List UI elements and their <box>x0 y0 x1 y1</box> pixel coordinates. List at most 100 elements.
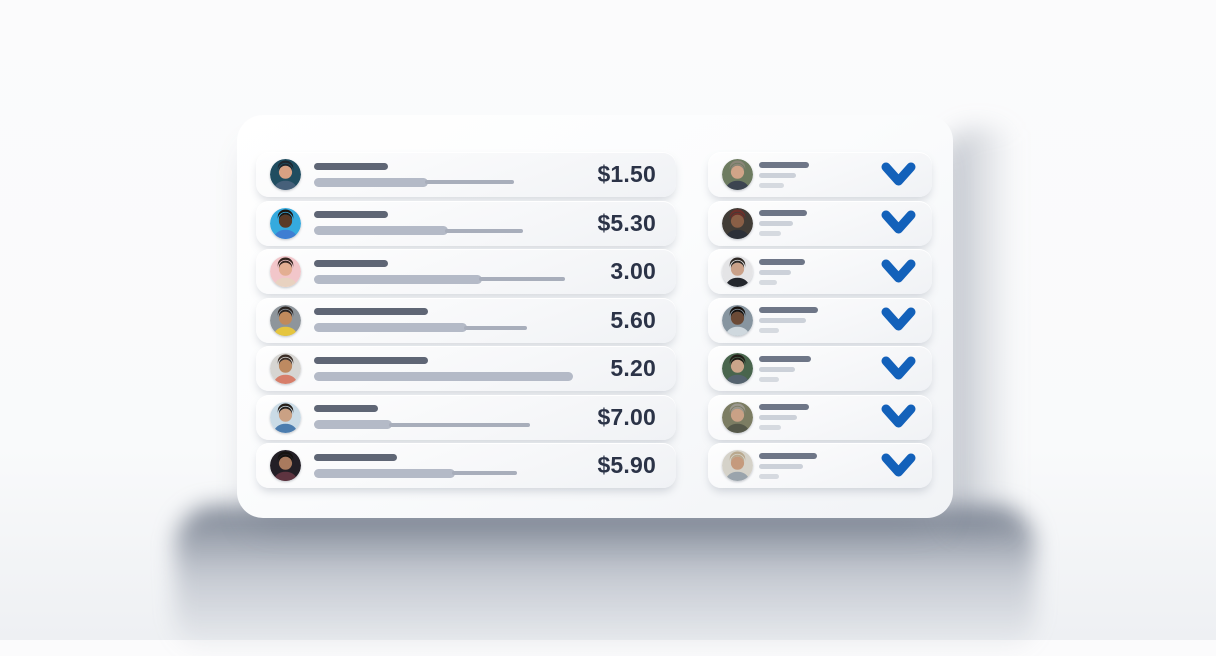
placeholder-text-lines <box>759 404 809 430</box>
placeholder-line-tertiary <box>759 425 781 430</box>
approved-list <box>708 152 932 488</box>
placeholder-text-lines <box>314 162 514 187</box>
avatar <box>722 401 753 433</box>
price-value: 5.60 <box>610 306 656 333</box>
price-value: $1.50 <box>597 161 656 187</box>
chevron-down-icon[interactable] <box>880 161 917 189</box>
placeholder-line-primary <box>314 453 397 461</box>
placeholder-line-primary <box>759 258 805 265</box>
placeholder-line-secondary <box>759 172 796 178</box>
price-list: $1.50 $5.30 3.00 <box>256 152 676 488</box>
placeholder-line-tail <box>464 325 527 330</box>
placeholder-line-primary <box>314 259 388 267</box>
avatar <box>722 353 753 384</box>
avatar <box>270 353 301 384</box>
avatar <box>270 256 301 287</box>
placeholder-line-tertiary <box>759 473 779 479</box>
placeholder-text-lines <box>314 259 565 284</box>
avatar <box>270 159 301 190</box>
placeholder-line-primary <box>314 162 388 170</box>
price-list-item[interactable]: $5.90 <box>256 443 676 488</box>
price-value: $5.30 <box>597 209 656 236</box>
placeholder-line-tail <box>425 180 514 184</box>
placeholder-line-secondary <box>759 415 797 420</box>
placeholder-text-lines <box>759 210 807 236</box>
avatar <box>270 450 301 481</box>
panel-side-shadow <box>946 128 1026 533</box>
price-value: 3.00 <box>610 258 656 284</box>
placeholder-text-lines <box>759 307 818 333</box>
price-value: 5.20 <box>610 355 656 381</box>
placeholder-text-lines <box>314 211 523 235</box>
placeholder-text-lines <box>759 452 817 479</box>
avatar <box>270 401 301 433</box>
chevron-down-icon[interactable] <box>880 258 917 286</box>
avatar <box>722 304 753 336</box>
price-list-item[interactable]: 3.00 <box>256 249 676 294</box>
placeholder-line-tail <box>389 422 530 427</box>
placeholder-line-primary <box>314 211 388 218</box>
placeholder-line-secondary <box>314 226 448 235</box>
placeholder-line-primary <box>759 452 817 459</box>
approved-list-item[interactable] <box>708 443 932 488</box>
price-list-item[interactable]: $1.50 <box>256 152 676 197</box>
approved-list-item[interactable] <box>708 346 932 391</box>
placeholder-line-tertiary <box>759 376 779 382</box>
approved-list-item[interactable] <box>708 200 932 246</box>
price-list-item[interactable]: $7.00 <box>256 394 676 440</box>
placeholder-line-secondary <box>314 420 392 429</box>
chevron-down-icon[interactable] <box>880 403 917 431</box>
placeholder-text-lines <box>759 161 809 188</box>
placeholder-line-primary <box>759 404 809 410</box>
placeholder-line-primary <box>314 308 428 315</box>
placeholder-text-lines <box>314 405 530 429</box>
placeholder-line-primary <box>759 355 811 362</box>
price-list-item[interactable]: 5.20 <box>256 346 676 391</box>
chevron-down-icon[interactable] <box>880 209 917 237</box>
chevron-down-icon[interactable] <box>880 452 917 480</box>
placeholder-text-lines <box>314 356 573 381</box>
placeholder-line-secondary <box>314 274 482 284</box>
approved-list-item[interactable] <box>708 249 932 294</box>
price-list-item[interactable]: 5.60 <box>256 297 676 343</box>
avatar <box>270 207 301 239</box>
placeholder-line-secondary <box>759 269 791 275</box>
placeholder-line-secondary <box>759 221 793 226</box>
placeholder-line-secondary <box>314 371 573 381</box>
placeholder-line-tertiary <box>759 231 781 236</box>
card-panel: $1.50 $5.30 3.00 <box>237 115 953 518</box>
placeholder-line-tail <box>479 277 565 281</box>
placeholder-line-primary <box>759 161 809 168</box>
price-value: $7.00 <box>597 403 656 430</box>
placeholder-line-secondary <box>759 366 795 372</box>
approved-list-item[interactable] <box>708 297 932 343</box>
avatar <box>722 159 753 190</box>
placeholder-line-secondary <box>314 323 467 332</box>
placeholder-line-primary <box>759 307 818 313</box>
approved-list-item[interactable] <box>708 152 932 197</box>
placeholder-line-secondary <box>759 318 806 323</box>
price-value: $5.90 <box>597 452 656 478</box>
placeholder-text-lines <box>759 355 811 382</box>
placeholder-text-lines <box>314 308 527 332</box>
placeholder-text-lines <box>314 453 517 478</box>
panel-cast-shadow <box>175 506 1035 656</box>
placeholder-line-primary <box>314 356 428 364</box>
placeholder-line-tail <box>445 228 523 233</box>
placeholder-line-primary <box>759 210 807 216</box>
placeholder-text-lines <box>759 258 805 285</box>
placeholder-line-tertiary <box>759 279 777 285</box>
chevron-down-icon[interactable] <box>880 355 917 383</box>
chevron-down-icon[interactable] <box>880 306 917 334</box>
approved-list-item[interactable] <box>708 394 932 440</box>
avatar <box>722 450 753 481</box>
placeholder-line-secondary <box>314 468 455 478</box>
avatar <box>270 304 301 336</box>
placeholder-line-secondary <box>314 177 428 187</box>
placeholder-line-tertiary <box>759 182 784 188</box>
placeholder-line-primary <box>314 405 378 412</box>
price-list-item[interactable]: $5.30 <box>256 200 676 246</box>
placeholder-line-secondary <box>759 463 803 469</box>
placeholder-line-tail <box>452 471 517 475</box>
avatar <box>722 256 753 287</box>
